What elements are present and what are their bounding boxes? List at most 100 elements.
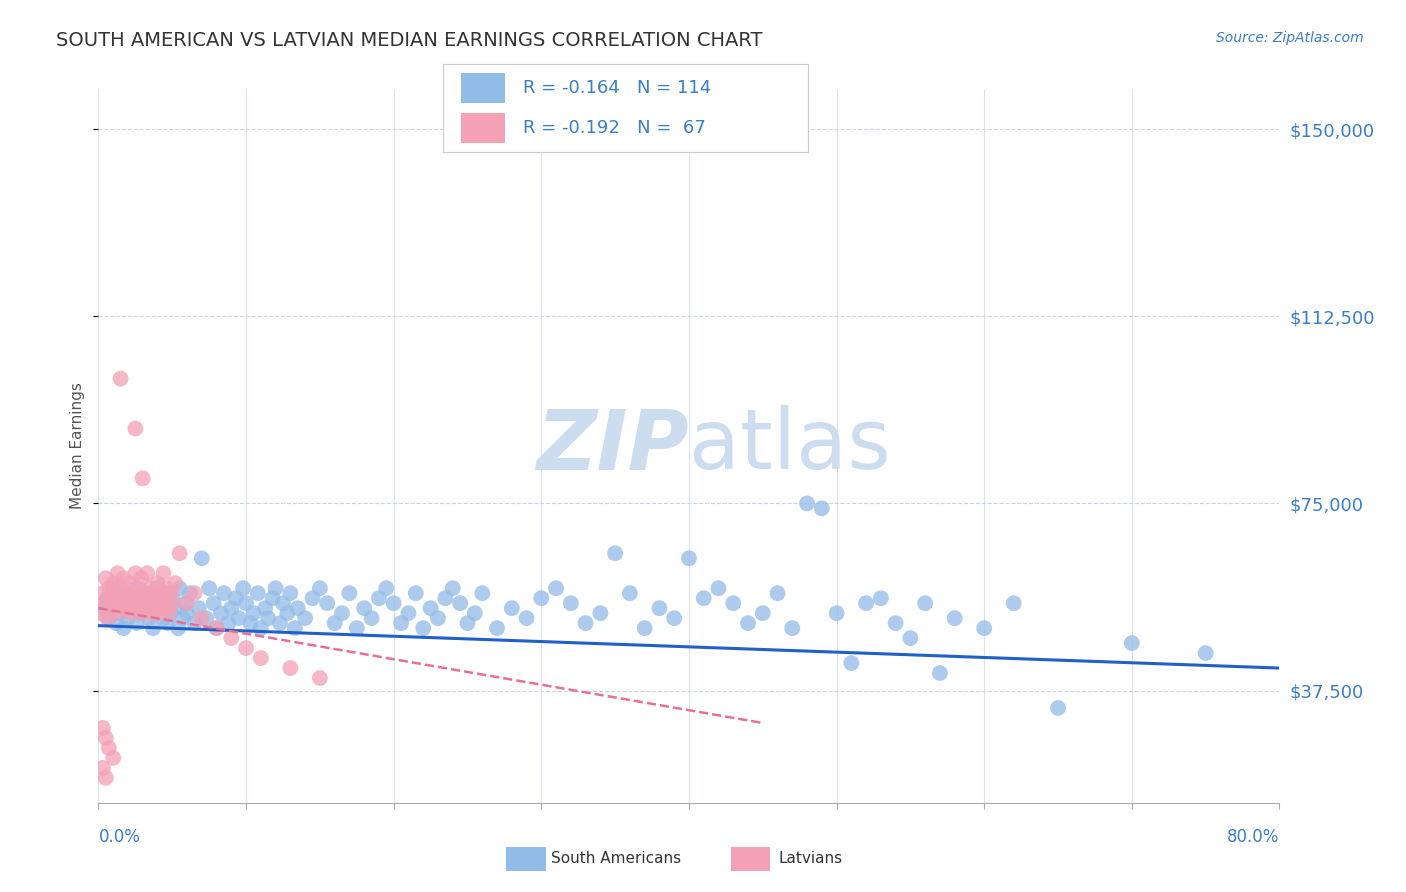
Point	[825, 606, 848, 620]
Point	[98, 591, 121, 606]
Point	[209, 606, 232, 620]
Point	[165, 601, 187, 615]
Point	[375, 581, 398, 595]
Point	[309, 671, 332, 685]
Point	[93, 601, 115, 615]
Point	[360, 611, 382, 625]
Point	[330, 606, 353, 620]
Point	[152, 566, 174, 581]
Point	[796, 496, 818, 510]
Point	[94, 571, 117, 585]
Point	[96, 611, 118, 625]
Text: atlas: atlas	[689, 406, 890, 486]
Point	[103, 581, 125, 595]
Point	[150, 596, 173, 610]
Point	[129, 571, 152, 585]
Point	[766, 586, 789, 600]
Point	[560, 596, 582, 610]
Point	[187, 601, 209, 615]
Point	[110, 586, 132, 600]
Point	[205, 621, 228, 635]
Point	[97, 740, 120, 755]
Point	[93, 596, 115, 610]
Point	[159, 606, 181, 620]
Point	[97, 611, 120, 625]
Text: ZIP: ZIP	[536, 406, 689, 486]
Y-axis label: Median Earnings: Median Earnings	[70, 383, 86, 509]
Point	[94, 771, 117, 785]
Point	[1121, 636, 1143, 650]
Point	[841, 656, 863, 670]
Point	[179, 586, 201, 600]
Point	[107, 566, 129, 581]
Point	[94, 731, 117, 745]
Point	[250, 621, 273, 635]
Point	[235, 596, 257, 610]
Point	[301, 591, 323, 606]
Point	[156, 591, 179, 606]
Point	[141, 591, 163, 606]
Point	[427, 611, 450, 625]
Point	[396, 606, 419, 620]
Point	[110, 581, 132, 595]
Point	[943, 611, 966, 625]
Point	[100, 596, 122, 610]
Point	[884, 616, 907, 631]
Point	[108, 596, 131, 610]
Point	[751, 606, 773, 620]
Point	[239, 616, 262, 631]
Text: R = -0.164   N = 114: R = -0.164 N = 114	[523, 78, 711, 97]
Point	[110, 371, 132, 385]
Point	[100, 601, 122, 615]
Point	[271, 596, 294, 610]
Point	[198, 581, 221, 595]
Point	[132, 606, 155, 620]
Point	[1046, 701, 1069, 715]
Point	[973, 621, 995, 635]
Point	[693, 591, 716, 606]
Point	[262, 591, 284, 606]
Point	[339, 586, 360, 600]
Point	[284, 621, 307, 635]
Point	[486, 621, 509, 635]
Point	[90, 606, 112, 620]
Point	[132, 471, 155, 485]
Point	[530, 591, 553, 606]
Point	[810, 501, 832, 516]
Text: 80.0%: 80.0%	[1227, 828, 1279, 846]
Point	[145, 596, 167, 610]
Point	[589, 606, 612, 620]
Point	[633, 621, 655, 635]
Point	[96, 591, 118, 606]
Point	[124, 421, 146, 435]
Point	[127, 581, 149, 595]
Point	[105, 616, 128, 631]
Point	[235, 641, 257, 656]
Point	[287, 601, 309, 615]
Point	[132, 601, 155, 615]
Point	[202, 596, 225, 610]
Point	[419, 601, 441, 615]
Point	[900, 631, 922, 645]
Point	[165, 576, 187, 591]
Point	[146, 576, 169, 591]
Point	[124, 566, 146, 581]
Point	[278, 586, 302, 600]
Point	[914, 596, 936, 610]
Point	[169, 581, 191, 595]
Point	[605, 546, 627, 560]
Point	[121, 596, 143, 610]
Point	[139, 581, 162, 595]
Point	[114, 601, 136, 615]
Point	[405, 586, 427, 600]
Point	[91, 586, 114, 600]
Point	[115, 601, 138, 615]
Point	[172, 611, 194, 625]
Point	[619, 586, 641, 600]
Point	[382, 596, 405, 610]
Point	[471, 586, 494, 600]
Point	[112, 621, 135, 635]
Point	[294, 611, 316, 625]
Point	[195, 611, 218, 625]
Point	[309, 581, 332, 595]
